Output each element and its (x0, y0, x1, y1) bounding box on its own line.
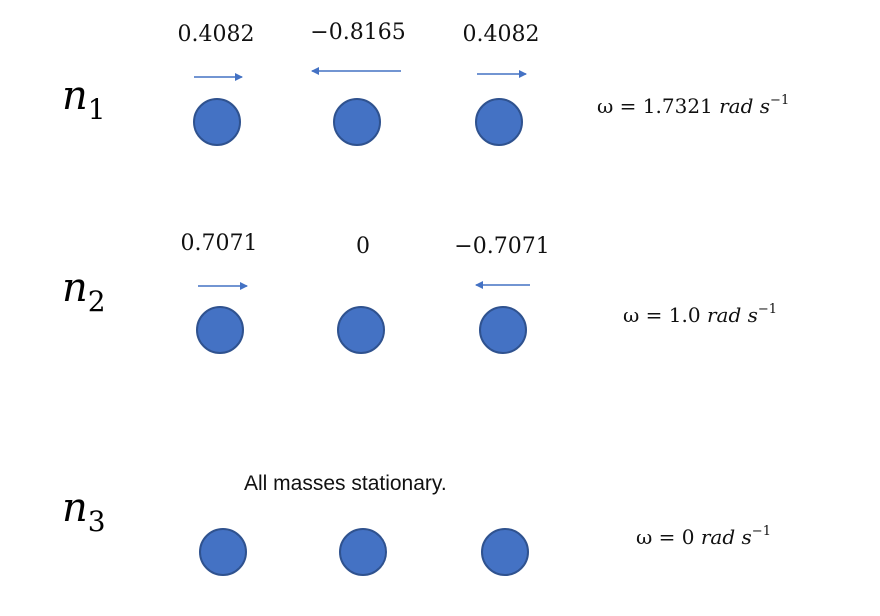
mode-3-mass-2 (339, 528, 387, 576)
mode-3-frequency-unit: rad s (700, 525, 752, 549)
mode-1-frequency-exponent: −1 (770, 93, 790, 108)
mode-2-label-letter: n (62, 265, 88, 311)
mode-1-mass-3 (475, 98, 523, 146)
mode-1-label: n1 (62, 76, 106, 124)
mode-3-stationary-note: All masses stationary. (244, 472, 447, 495)
mode-3-mass-3 (481, 528, 529, 576)
mode-3-label-subscript: 3 (87, 505, 106, 538)
mode-2-label-subscript: 2 (87, 285, 106, 318)
mode-1-frequency-unit: rad s (719, 94, 771, 118)
mode-1-mass-2 (333, 98, 381, 146)
mode-2-frequency-exponent: −1 (757, 302, 778, 317)
mode-2-amplitude-mass-1: 0.7071 (180, 231, 258, 256)
mode-1-amplitude-mass-3: 0.4082 (462, 22, 540, 47)
mode-3-frequency: ω = 0 rad s−1 (636, 525, 771, 547)
mode-1-label-letter: n (62, 73, 88, 119)
mode-3-label-letter: n (62, 485, 88, 531)
mode-2-frequency: ω = 1.0 rad s−1 (623, 303, 777, 325)
mode-1-amplitude-mass-2: −0.8165 (310, 20, 406, 45)
mode-1-frequency-value: ω = 1.7321 (597, 94, 720, 118)
mode-2-mass-3 (479, 306, 527, 354)
mode-2-frequency-unit: rad s (706, 303, 758, 327)
mode-1-label-subscript: 1 (87, 93, 106, 126)
mode-1-amplitude-mass-1: 0.4082 (177, 22, 255, 47)
mode-3-mass-1 (199, 528, 247, 576)
mode-2-mass-2 (337, 306, 385, 354)
mode-2-frequency-value: ω = 1.0 (623, 303, 707, 327)
mode-2-label: n2 (62, 268, 106, 316)
mode-1-mass-1 (193, 98, 241, 146)
mode-3-frequency-value: ω = 0 (636, 525, 701, 549)
mode-3-label: n3 (62, 488, 106, 536)
mode-2-mass-1 (196, 306, 244, 354)
mode-2-amplitude-mass-3: −0.7071 (454, 234, 550, 259)
mode-1-frequency: ω = 1.7321 rad s−1 (597, 94, 789, 116)
mode-3-frequency-exponent: −1 (751, 524, 771, 539)
mode-2-amplitude-mass-2: 0 (356, 234, 370, 259)
